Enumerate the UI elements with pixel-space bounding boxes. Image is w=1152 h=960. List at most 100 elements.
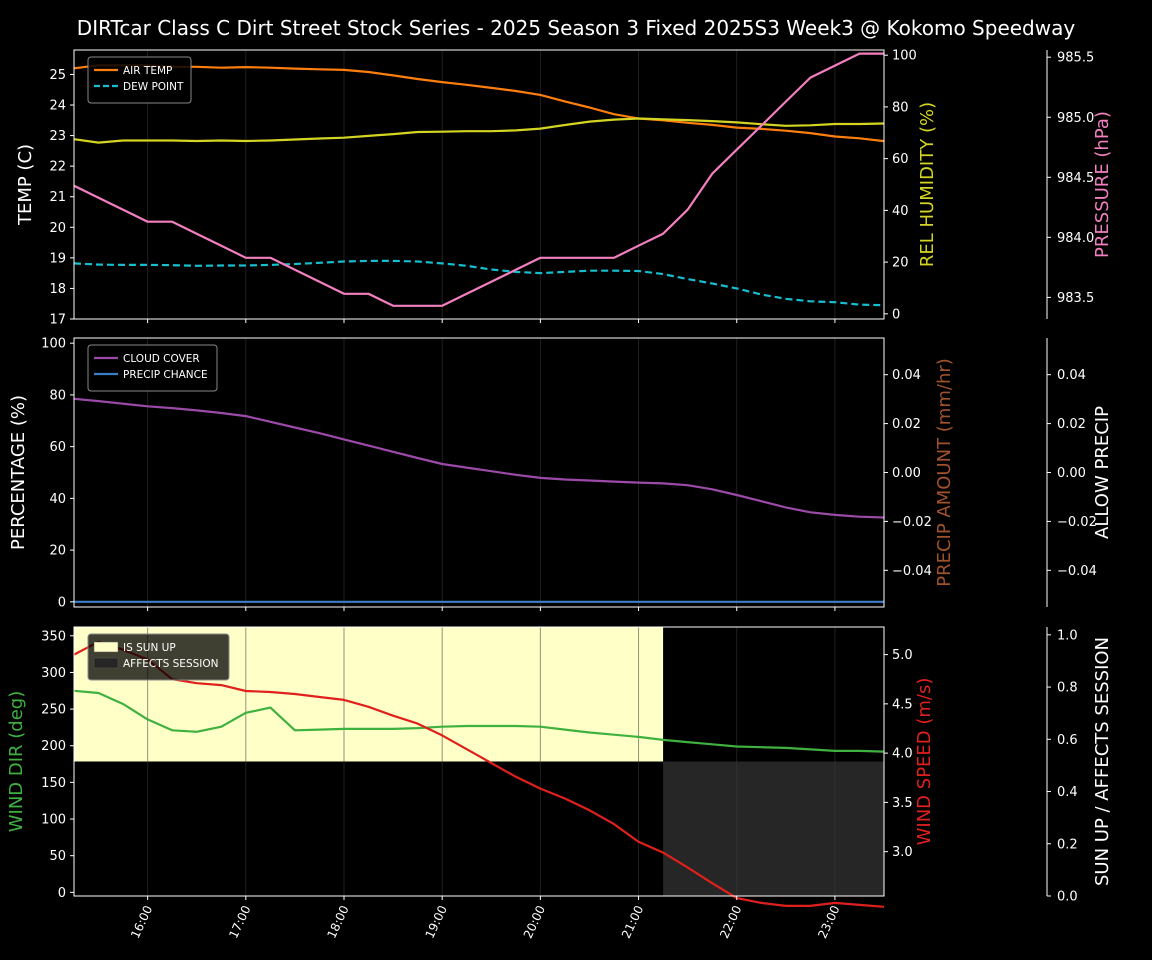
legend-swatch	[93, 641, 119, 653]
data-point	[834, 750, 836, 752]
data-point	[687, 601, 689, 603]
data-point	[809, 300, 811, 302]
data-point	[490, 268, 492, 270]
left-axis-tick-label: 21	[49, 190, 66, 205]
far-axis-tick-label: 984.0	[1057, 231, 1094, 246]
data-point	[834, 123, 836, 125]
data-point	[613, 270, 615, 272]
data-point	[564, 271, 566, 273]
data-point	[834, 135, 836, 137]
data-point	[637, 601, 639, 603]
left-axis-tick-label: 200	[41, 739, 66, 754]
data-point	[171, 264, 173, 266]
data-point	[760, 746, 762, 748]
data-point	[147, 139, 149, 141]
data-point	[490, 470, 492, 472]
data-point	[466, 293, 468, 295]
data-point	[515, 601, 517, 603]
left-axis-tick-label: 20	[49, 544, 66, 559]
data-point	[367, 728, 369, 730]
data-point	[662, 233, 664, 235]
data-point	[711, 120, 713, 122]
data-point	[318, 262, 320, 264]
data-point	[662, 601, 664, 603]
data-point	[392, 715, 394, 717]
data-point	[637, 245, 639, 247]
data-point	[564, 797, 566, 799]
data-point	[417, 723, 419, 725]
legend-box	[87, 633, 230, 681]
data-point	[196, 265, 198, 267]
data-point	[220, 412, 222, 414]
data-point	[662, 852, 664, 854]
data-point	[711, 882, 713, 884]
legend-item-label: AIR TEMP	[123, 65, 172, 77]
data-point	[196, 731, 198, 733]
left-axis-tick-label: 0	[58, 595, 66, 610]
data-point	[490, 281, 492, 283]
data-point	[883, 906, 885, 908]
data-point	[392, 74, 394, 76]
data-point	[367, 601, 369, 603]
data-point	[785, 905, 787, 907]
data-point	[834, 65, 836, 67]
data-point	[834, 902, 836, 904]
data-point	[171, 221, 173, 223]
data-point	[122, 209, 124, 211]
left-axis-tick-label: 50	[49, 849, 66, 864]
data-point	[613, 257, 615, 259]
legend-box	[87, 56, 192, 104]
data-point	[196, 140, 198, 142]
left-axis-tick-label: 24	[49, 99, 66, 114]
data-point	[417, 601, 419, 603]
right-axis-tick-label: 3.5	[892, 796, 913, 811]
left-axis-tick-label: 0	[58, 886, 66, 901]
data-point	[392, 133, 394, 135]
data-point	[367, 293, 369, 295]
data-point	[662, 273, 664, 275]
data-point	[809, 601, 811, 603]
far-axis-label: ALLOW PRECIP	[1092, 406, 1113, 539]
data-point	[637, 270, 639, 272]
legend-item-label: IS SUN UP	[123, 642, 176, 654]
right-axis-tick-label: 0.00	[892, 466, 921, 481]
data-point	[588, 601, 590, 603]
data-point	[613, 119, 615, 121]
data-point	[367, 71, 369, 73]
left-axis-tick-label: 100	[41, 337, 66, 352]
far-axis-tick-label: 0.2	[1057, 837, 1078, 852]
data-point	[515, 90, 517, 92]
data-point	[539, 94, 541, 96]
data-point	[858, 601, 860, 603]
data-point	[294, 263, 296, 265]
data-point	[269, 264, 271, 266]
data-point	[269, 601, 271, 603]
left-axis-tick-label: 18	[49, 282, 66, 297]
data-point	[539, 257, 541, 259]
data-point	[736, 745, 738, 747]
left-axis-tick-label: 80	[49, 388, 66, 403]
data-point	[858, 304, 860, 306]
data-point	[809, 511, 811, 513]
data-point	[294, 729, 296, 731]
left-axis-tick-label: 23	[49, 129, 66, 144]
data-point	[196, 682, 198, 684]
data-point	[417, 78, 419, 80]
data-point	[417, 260, 419, 262]
data-point	[392, 305, 394, 307]
data-point	[515, 725, 517, 727]
plot-frame	[73, 626, 885, 897]
data-point	[539, 788, 541, 790]
left-axis-tick-label: 100	[41, 813, 66, 828]
data-point	[417, 727, 419, 729]
data-point	[564, 124, 566, 126]
left-axis-tick-label: 250	[41, 703, 66, 718]
data-point	[564, 478, 566, 480]
data-point	[858, 904, 860, 906]
data-point	[466, 725, 468, 727]
right-axis-tick-label: 40	[892, 204, 909, 219]
data-point	[687, 484, 689, 486]
data-point	[147, 718, 149, 720]
data-point	[343, 137, 345, 139]
